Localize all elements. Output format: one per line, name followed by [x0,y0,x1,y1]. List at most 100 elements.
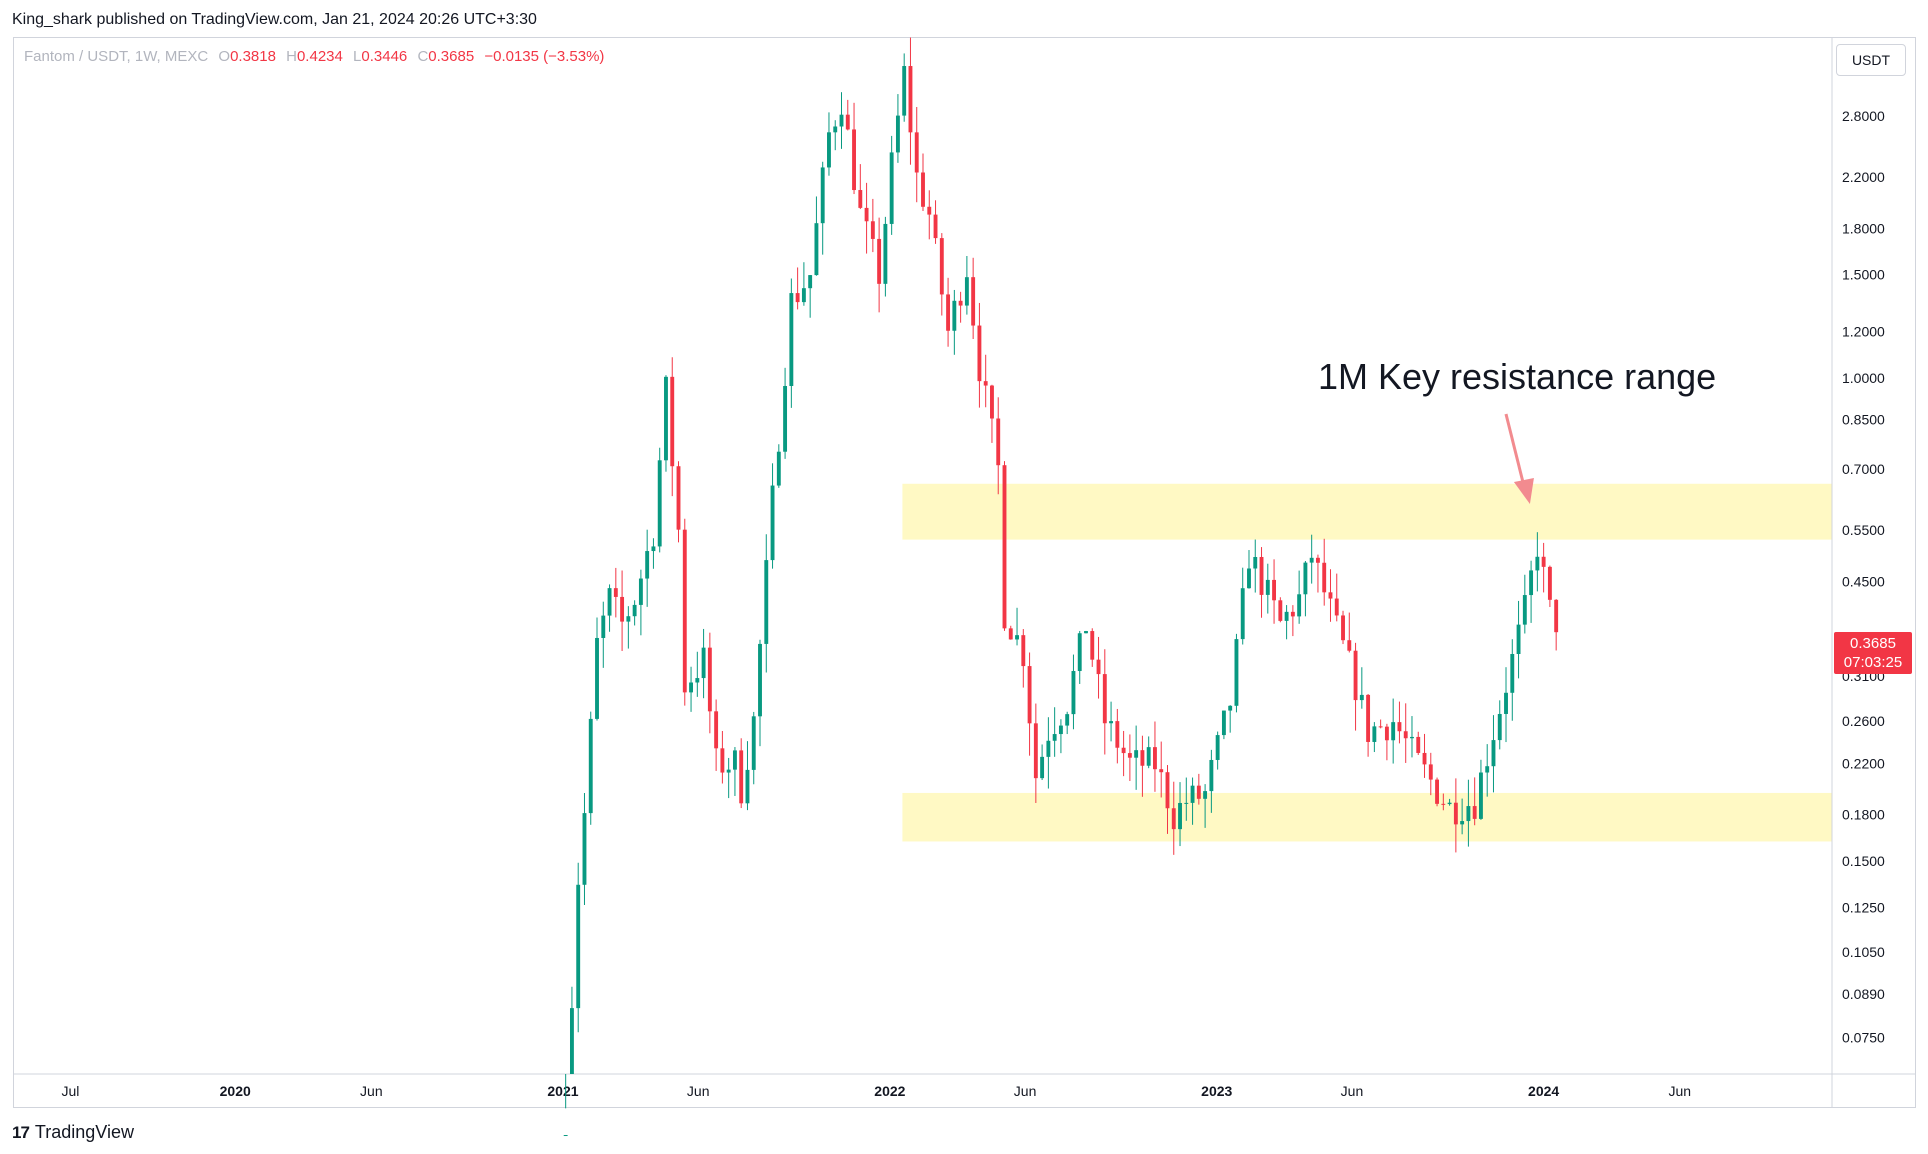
time-tick-label: Jul [61,1083,79,1099]
candle-body [732,750,737,770]
candle-body [1328,592,1333,599]
candle-body [1115,721,1120,748]
candle-body [1422,752,1427,765]
candle-body [1228,705,1233,711]
candle-body [1290,611,1295,617]
candle-body [569,1008,574,1074]
price-tick-label: 0.4500 [1842,573,1885,589]
candle-body [827,132,831,168]
candle-body [1466,806,1471,822]
time-tick-label: 2022 [874,1083,905,1099]
time-tick-label: 2021 [547,1083,578,1099]
price-tick-label: 0.1500 [1842,853,1885,869]
candle-body [1316,557,1320,563]
candle-body [1021,635,1026,667]
legend-low-value: 0.3446 [361,48,408,65]
candle-body [1002,465,1007,629]
range-zone-2 [902,792,1832,842]
time-tick-label: Jun [360,1083,383,1099]
candle-body [1253,556,1258,569]
candle-body [870,221,875,239]
candle-body [1297,594,1302,617]
candle-body [1516,624,1521,654]
candle-body [607,588,612,616]
time-tick-label: Jun [687,1083,710,1099]
candle-body [1447,802,1452,805]
candle-body [1058,725,1063,735]
tradingview-logo-icon: 17 [12,1122,30,1142]
candle-body [1535,556,1540,571]
candle-body [576,884,581,1009]
price-tick-label: 1.5000 [1842,267,1885,283]
candle-body [1497,713,1502,741]
candle-body [808,275,813,289]
price-tick-label: 0.2200 [1842,756,1885,772]
legend-low-label: L [353,48,362,65]
candle-body [1410,736,1414,739]
candle-body [1178,802,1182,830]
candle-body [1165,772,1170,809]
time-tick-label: 2023 [1201,1083,1232,1099]
candle-body [1153,747,1157,770]
candle-body [1134,750,1139,758]
candle-body [1184,802,1189,804]
candle-body [1196,785,1201,799]
annotation-arrow-head [1513,478,1534,505]
candle-body [1547,566,1552,600]
candle-body [1190,785,1195,803]
candle-body [1435,779,1439,804]
candle-body [1460,821,1465,825]
candle-body [1485,766,1490,773]
candle-body [588,718,593,814]
chart-frame [13,37,1916,1108]
candle-body [1203,791,1208,799]
candle-body [626,616,631,622]
price-tick-label: 2.8000 [1842,108,1885,124]
candle-body [676,466,681,530]
candle-body [1472,806,1477,819]
candle-body [845,114,850,130]
candle-body [1510,653,1515,693]
time-tick-label: 2020 [220,1083,251,1099]
price-tick-label: 0.0890 [1842,986,1885,1002]
candle-body [1215,735,1220,760]
candle-body [1077,633,1082,672]
candle-body [921,172,925,207]
candle-body [1347,640,1352,651]
candle-body [858,190,863,208]
candle-body [1015,635,1019,640]
time-tick-label: Jun [1341,1083,1364,1099]
annotation-text: 1M Key resistance range [1318,356,1716,397]
candle-body [1040,756,1045,779]
candle-body [1240,588,1245,640]
candle-body [645,551,650,579]
candle-body [983,381,988,386]
price-tick-label: 1.8000 [1842,220,1885,236]
candle-body [1403,731,1408,739]
candle-body [1209,759,1214,792]
current-price-value: 0.3685 [1850,635,1896,652]
candle-body [1416,736,1421,753]
legend-change: −0.0135 (−3.53%) [484,48,605,65]
currency-button[interactable]: USDT [1836,44,1906,76]
price-tick-label: 0.5500 [1842,522,1885,538]
tradingview-brand[interactable]: 17 TradingView [12,1122,134,1143]
candle-body [670,376,675,467]
candle-body [1441,803,1446,805]
candle-body [883,223,888,284]
candle-body [789,293,794,387]
candle-body [1259,556,1264,595]
candle-body [657,460,662,547]
candle-body [764,560,769,644]
candle-body [1391,722,1396,741]
candle-body [939,238,944,295]
candle-body [927,206,932,215]
candle-body [701,647,706,679]
price-tick-label: 0.0750 [1842,1030,1885,1046]
candle-body [682,529,687,693]
candle-body [1071,671,1076,715]
candle-body [958,300,963,306]
candle-body [1234,639,1239,706]
candle-body [1027,666,1032,724]
